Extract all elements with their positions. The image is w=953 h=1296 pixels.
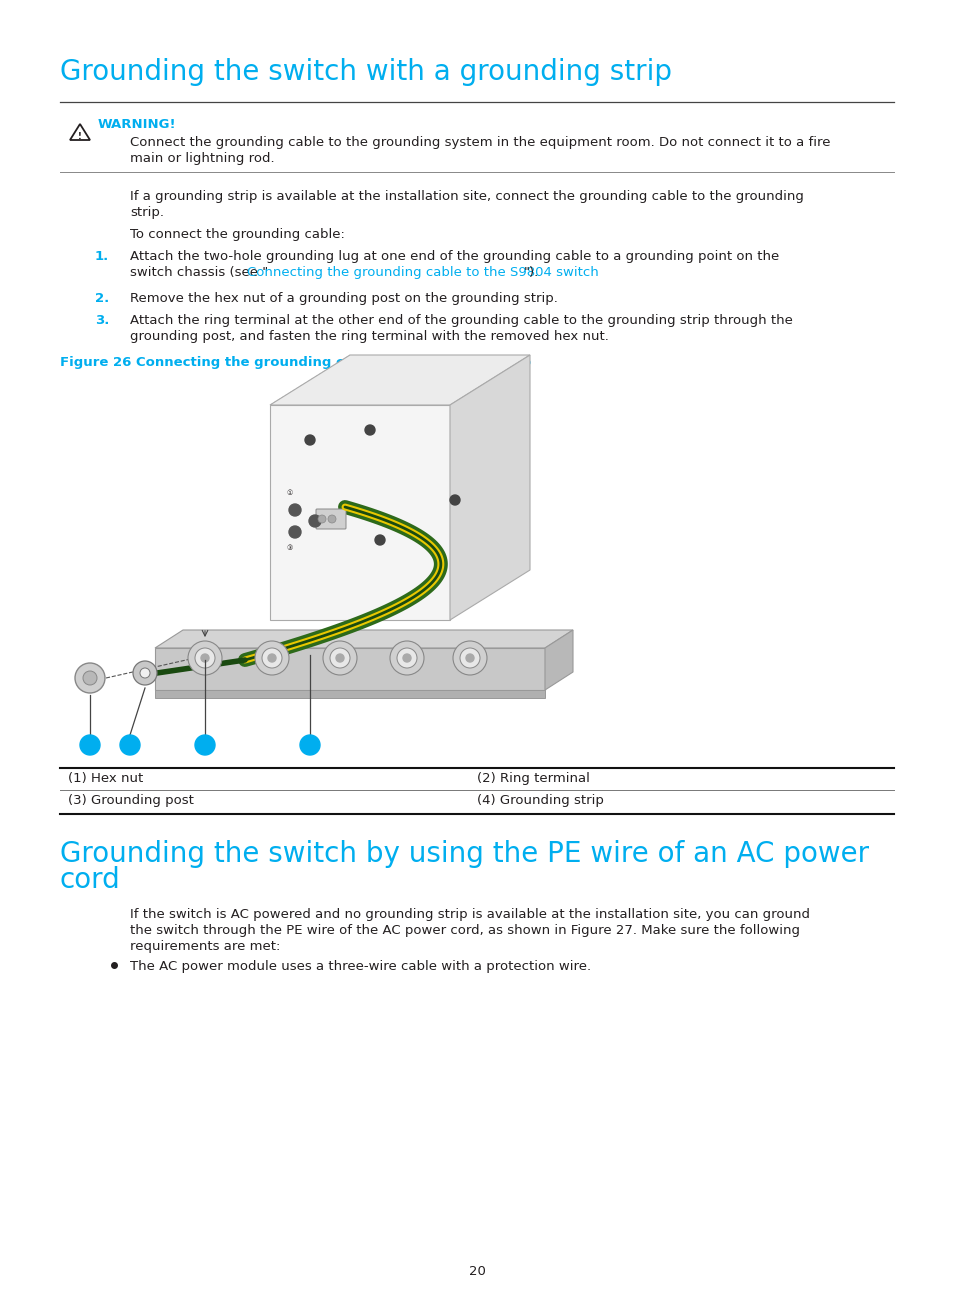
Text: If the switch is AC powered and no grounding strip is available at the installat: If the switch is AC powered and no groun…	[130, 908, 809, 921]
Text: Connect the grounding cable to the grounding system in the equipment room. Do no: Connect the grounding cable to the groun…	[130, 136, 830, 149]
Text: If a grounding strip is available at the installation site, connect the groundin: If a grounding strip is available at the…	[130, 191, 803, 203]
Circle shape	[80, 735, 100, 756]
Text: Remove the hex nut of a grounding post on the grounding strip.: Remove the hex nut of a grounding post o…	[130, 292, 558, 305]
Text: !: !	[78, 132, 82, 141]
Circle shape	[330, 648, 350, 667]
Circle shape	[465, 654, 474, 662]
Circle shape	[254, 642, 289, 675]
Polygon shape	[450, 355, 530, 619]
Text: (1) Hex nut: (1) Hex nut	[68, 772, 143, 785]
Text: The AC power module uses a three-wire cable with a protection wire.: The AC power module uses a three-wire ca…	[130, 960, 591, 973]
Circle shape	[75, 664, 105, 693]
Text: switch chassis (see ": switch chassis (see "	[130, 266, 268, 279]
Circle shape	[390, 642, 423, 675]
Text: Attach the two-hole grounding lug at one end of the grounding cable to a groundi: Attach the two-hole grounding lug at one…	[130, 250, 779, 263]
Text: Grounding the switch by using the PE wire of an AC power: Grounding the switch by using the PE wir…	[60, 840, 868, 868]
Text: (4) Grounding strip: (4) Grounding strip	[476, 794, 603, 807]
Text: Figure 26 Connecting the grounding cable to a grounding strip: Figure 26 Connecting the grounding cable…	[60, 356, 531, 369]
Circle shape	[201, 654, 209, 662]
Circle shape	[299, 735, 319, 756]
Circle shape	[83, 671, 97, 686]
Text: (3) Grounding post: (3) Grounding post	[68, 794, 193, 807]
Circle shape	[262, 648, 282, 667]
Circle shape	[450, 495, 459, 505]
Text: cord: cord	[60, 866, 121, 894]
Text: strip.: strip.	[130, 206, 164, 219]
Polygon shape	[270, 404, 450, 619]
Text: Connecting the grounding cable to the S9804 switch: Connecting the grounding cable to the S9…	[246, 266, 598, 279]
Text: To connect the grounding cable:: To connect the grounding cable:	[130, 228, 345, 241]
Polygon shape	[154, 689, 544, 699]
Circle shape	[402, 654, 411, 662]
Circle shape	[120, 735, 140, 756]
Circle shape	[188, 642, 222, 675]
Polygon shape	[154, 630, 573, 648]
Text: WARNING!: WARNING!	[98, 118, 176, 131]
Circle shape	[453, 642, 486, 675]
Circle shape	[289, 504, 301, 516]
Text: 3.: 3.	[95, 314, 110, 327]
Circle shape	[365, 425, 375, 435]
Circle shape	[459, 648, 479, 667]
Circle shape	[289, 526, 301, 538]
Circle shape	[140, 667, 150, 678]
Text: requirements are met:: requirements are met:	[130, 940, 280, 953]
Text: ").: ").	[523, 266, 538, 279]
Text: grounding post, and fasten the ring terminal with the removed hex nut.: grounding post, and fasten the ring term…	[130, 330, 608, 343]
Text: Attach the ring terminal at the other end of the grounding cable to the groundin: Attach the ring terminal at the other en…	[130, 314, 792, 327]
Circle shape	[132, 661, 157, 686]
Polygon shape	[270, 355, 530, 404]
Circle shape	[328, 515, 335, 524]
Text: ③: ③	[287, 546, 293, 551]
Text: the switch through the PE wire of the AC power cord, as shown in Figure 27. Make: the switch through the PE wire of the AC…	[130, 924, 800, 937]
Text: (2) Ring terminal: (2) Ring terminal	[476, 772, 589, 785]
Circle shape	[396, 648, 416, 667]
Circle shape	[268, 654, 275, 662]
Circle shape	[335, 654, 344, 662]
Circle shape	[375, 535, 385, 546]
Circle shape	[194, 648, 214, 667]
Polygon shape	[154, 648, 544, 689]
Text: ①: ①	[287, 490, 293, 496]
Text: 1.: 1.	[95, 250, 110, 263]
Text: main or lightning rod.: main or lightning rod.	[130, 152, 274, 165]
Circle shape	[317, 515, 326, 524]
Text: 20: 20	[468, 1265, 485, 1278]
FancyBboxPatch shape	[315, 509, 346, 529]
Circle shape	[305, 435, 314, 445]
Circle shape	[323, 642, 356, 675]
Polygon shape	[544, 630, 573, 689]
Circle shape	[309, 515, 320, 527]
Circle shape	[194, 735, 214, 756]
Text: 2.: 2.	[95, 292, 110, 305]
Text: Grounding the switch with a grounding strip: Grounding the switch with a grounding st…	[60, 58, 671, 86]
